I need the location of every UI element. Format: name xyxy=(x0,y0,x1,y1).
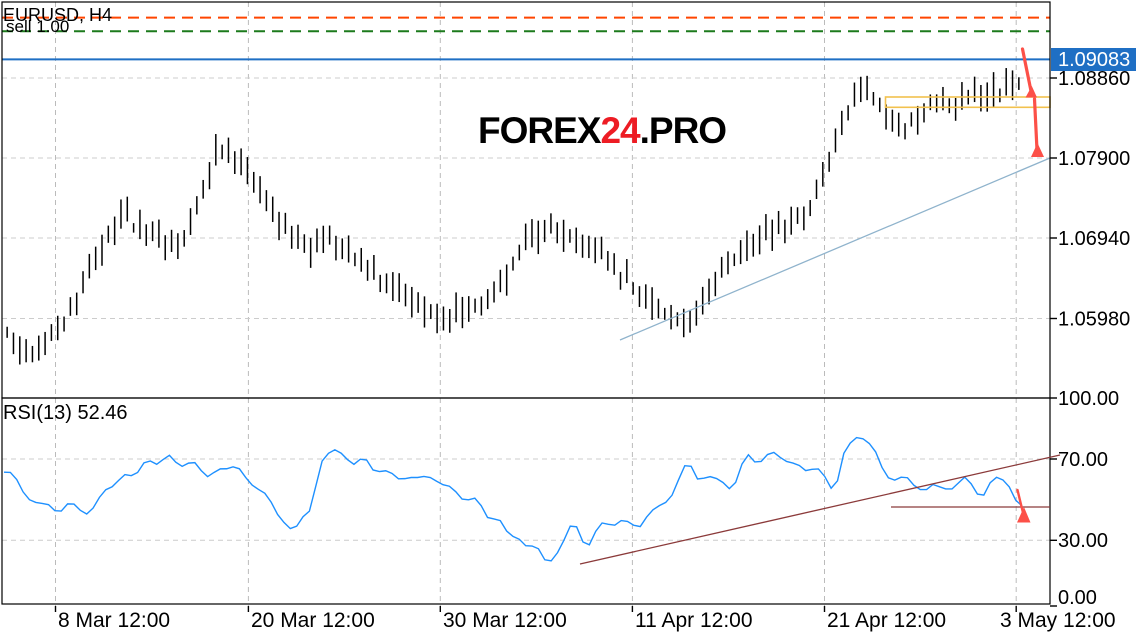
svg-text:100.00: 100.00 xyxy=(1058,388,1119,410)
svg-text:EURUSD, H4: EURUSD, H4 xyxy=(3,5,112,25)
svg-text:1.09083: 1.09083 xyxy=(1058,49,1130,71)
svg-text:3 May 12:00: 3 May 12:00 xyxy=(1000,609,1116,632)
svg-text:1.06940: 1.06940 xyxy=(1058,228,1130,250)
svg-text:FOREX24.PRO: FOREX24.PRO xyxy=(478,110,726,151)
svg-text:21 Apr 12:00: 21 Apr 12:00 xyxy=(827,609,946,632)
svg-text:11 Apr 12:00: 11 Apr 12:00 xyxy=(635,609,753,632)
svg-text:20 Mar 12:00: 20 Mar 12:00 xyxy=(251,609,375,632)
svg-text:1.05980: 1.05980 xyxy=(1058,309,1130,331)
svg-text:70.00: 70.00 xyxy=(1058,449,1108,471)
svg-text:0.00: 0.00 xyxy=(1058,587,1097,609)
svg-text:30 Mar 12:00: 30 Mar 12:00 xyxy=(443,609,567,632)
svg-text:RSI(13) 52.46: RSI(13) 52.46 xyxy=(3,402,128,424)
svg-text:8 Mar 12:00: 8 Mar 12:00 xyxy=(58,609,170,632)
svg-text:1.07900: 1.07900 xyxy=(1058,148,1130,170)
svg-text:1.08860: 1.08860 xyxy=(1058,68,1130,90)
svg-text:30.00: 30.00 xyxy=(1058,530,1108,552)
